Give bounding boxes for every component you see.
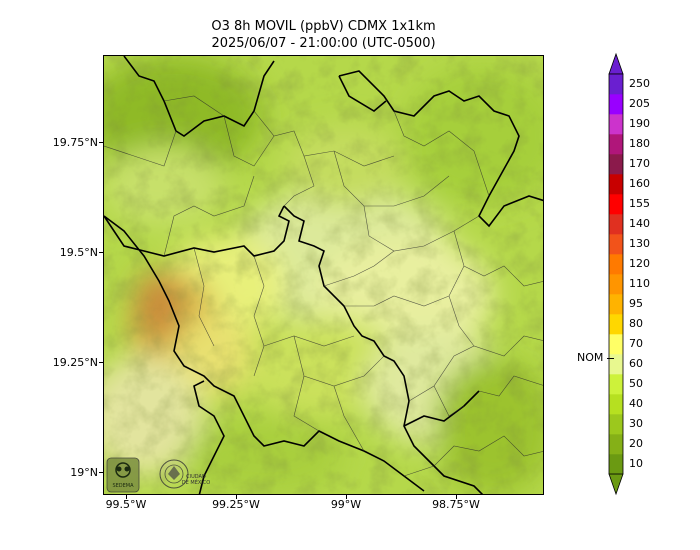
colorbar (608, 52, 624, 496)
map-subtitle: 2025/06/07 - 21:00:00 (UTC-0500) (211, 36, 436, 51)
lat-label: 19.75°N (52, 136, 98, 149)
x-tick (126, 495, 127, 499)
municipal-boundaries (104, 95, 543, 477)
colorbar-level-label: 20 (629, 437, 643, 450)
svg-text:DE MÉXICO: DE MÉXICO (182, 478, 210, 486)
colorbar-level-label: 140 (629, 217, 650, 230)
lon-label: 99.25°W (212, 498, 260, 511)
colorbar-level-label: 250 (629, 77, 650, 90)
colorbar-level-label: 170 (629, 157, 650, 170)
colorbar-segment (609, 154, 623, 175)
colorbar-outline (608, 73, 624, 475)
nom-tick (607, 358, 614, 359)
y-tick (99, 472, 103, 473)
colorbar-segment (609, 214, 623, 235)
colorbar-extend-max (608, 52, 624, 75)
colorbar-level-label: 40 (629, 397, 643, 410)
colorbar-level-label: 50 (629, 377, 643, 390)
colorbar-level-label: 95 (629, 297, 643, 310)
map-panel: SEDEMA CIUDAD DE MÉXICO (103, 55, 544, 495)
colorbar-segment (609, 314, 623, 335)
colorbar-segment (609, 354, 623, 375)
colorbar-level-label: 155 (629, 197, 650, 210)
lat-label: 19.25°N (52, 356, 98, 369)
colorbar-level-label: 130 (629, 237, 650, 250)
y-tick (99, 142, 103, 143)
x-tick (346, 495, 347, 499)
nom-label: NOM (577, 351, 604, 364)
state-boundaries (104, 56, 543, 494)
y-tick (99, 362, 103, 363)
svg-text:SEDEMA: SEDEMA (112, 483, 134, 489)
colorbar-level-label: 10 (629, 457, 643, 470)
map-title: O3 8h MOVIL (ppbV) CDMX 1x1km (211, 19, 436, 34)
lat-label: 19.5°N (59, 246, 98, 259)
colorbar-level-label: 180 (629, 137, 650, 150)
colorbar-level-label: 60 (629, 357, 643, 370)
lon-label: 99°W (330, 498, 362, 511)
ozone-map: SEDEMA CIUDAD DE MÉXICO (104, 56, 543, 494)
colorbar-segment (609, 94, 623, 115)
lon-label: 99.5°W (105, 498, 147, 511)
x-tick (456, 495, 457, 499)
colorbar-segment (609, 374, 623, 395)
colorbar-level-label: 110 (629, 277, 650, 290)
svg-text:CIUDAD: CIUDAD (186, 474, 206, 480)
colorbar-extend-min (608, 473, 624, 496)
lon-label: 98.75°W (432, 498, 480, 511)
colorbar-segment (609, 114, 623, 135)
colorbar-segment (609, 174, 623, 195)
colorbar-level-label: 120 (629, 257, 650, 270)
colorbar-level-label: 30 (629, 417, 643, 430)
colorbar-segment (609, 414, 623, 435)
colorbar-segment (609, 234, 623, 255)
colorbar-level-label: 190 (629, 117, 650, 130)
colorbar-segment (609, 74, 623, 95)
colorbar-segment (609, 334, 623, 355)
colorbar-segment (609, 254, 623, 275)
colorbar-segment (609, 454, 623, 475)
sedema-logo: SEDEMA (106, 457, 140, 493)
terrain-shading (104, 56, 543, 494)
city-seal-logo: CIUDAD DE MÉXICO (159, 459, 210, 489)
lat-label: 19°N (70, 466, 98, 479)
colorbar-segment (609, 294, 623, 315)
colorbar-level-label: 205 (629, 97, 650, 110)
colorbar-level-label: 70 (629, 337, 643, 350)
colorbar-segment (609, 194, 623, 215)
colorbar-level-label: 160 (629, 177, 650, 190)
colorbar-segment (609, 134, 623, 155)
colorbar-segment (609, 274, 623, 295)
colorbar-level-label: 80 (629, 317, 643, 330)
colorbar-segment (609, 394, 623, 415)
y-tick (99, 252, 103, 253)
x-tick (236, 495, 237, 499)
colorbar-segment (609, 434, 623, 455)
